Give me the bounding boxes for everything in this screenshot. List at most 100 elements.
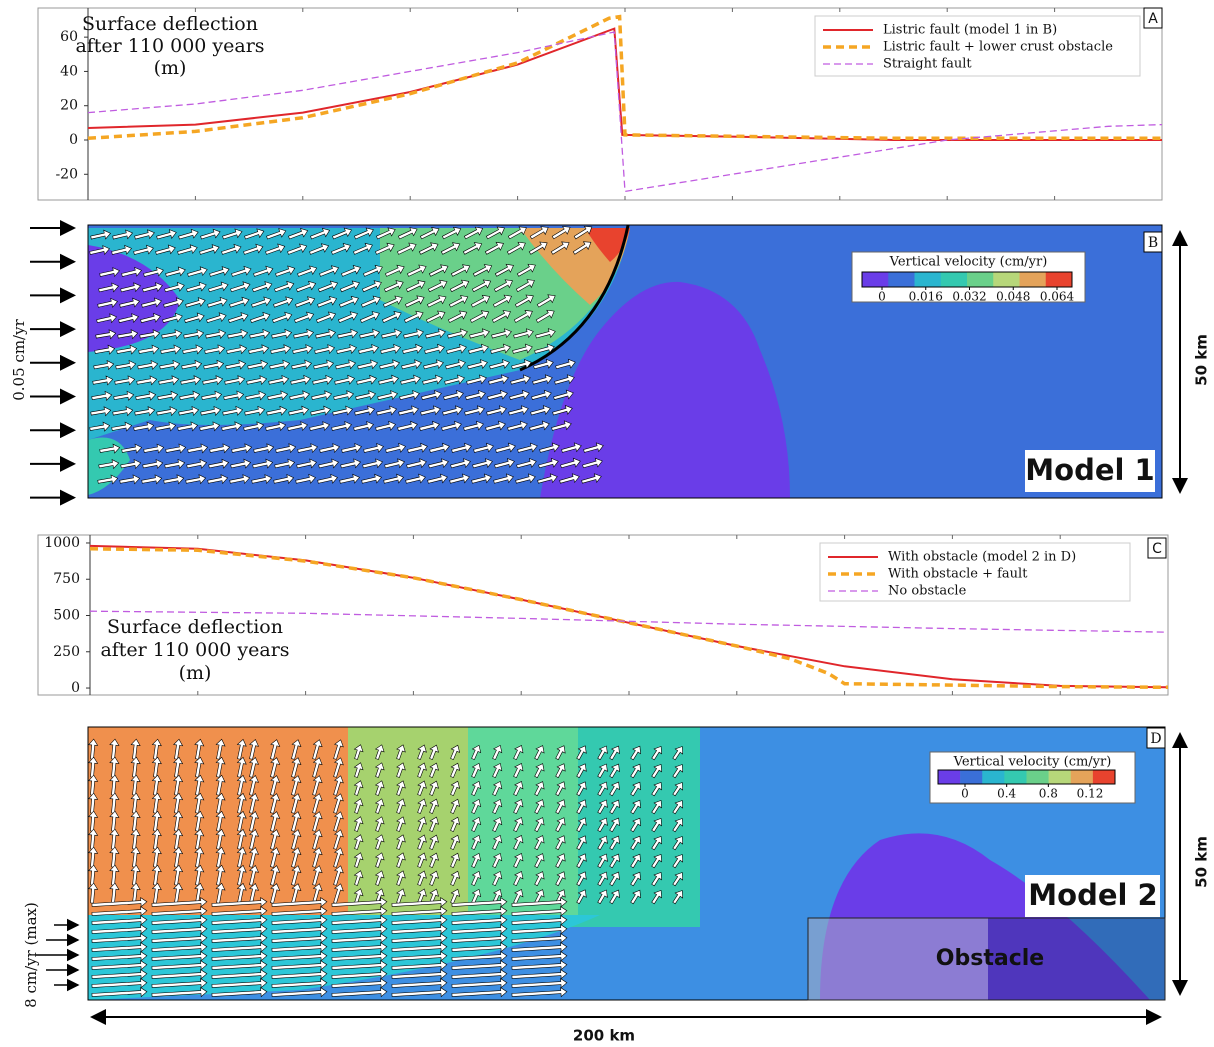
- velocity-arrow: [313, 359, 334, 370]
- velocity-arrow: [487, 389, 508, 401]
- velocity-arrow: [314, 344, 335, 355]
- velocity-arrow: [441, 420, 462, 431]
- velocity-arrow: [97, 474, 119, 485]
- velocity-arrow: [535, 328, 556, 339]
- velocity-arrow: [374, 816, 385, 832]
- velocity-arrow: [424, 343, 445, 354]
- velocity-arrow: [528, 241, 548, 255]
- velocity-arrow: [111, 421, 133, 432]
- velocity-arrow: [93, 360, 115, 371]
- velocity-arrow: [510, 374, 531, 385]
- velocity-arrow: [492, 870, 503, 886]
- velocity-arrow: [91, 969, 148, 980]
- velocity-arrow: [109, 756, 120, 778]
- velocity-arrow: [236, 846, 247, 868]
- velocity-arrow: [291, 883, 302, 904]
- velocity-arrow: [396, 798, 406, 814]
- velocity-arrow: [555, 817, 566, 833]
- velocity-arrow: [405, 295, 425, 308]
- velocity-arrow: [391, 906, 448, 917]
- velocity-arrow: [379, 359, 400, 370]
- colorbar-tick-label: 0: [961, 787, 969, 801]
- velocity-arrow: [202, 375, 224, 386]
- velocity-arrow: [130, 810, 141, 832]
- velocity-arrow: [270, 865, 281, 886]
- velocity-arrow: [609, 871, 620, 887]
- velocity-arrow: [353, 744, 364, 760]
- velocity-arrow: [120, 282, 141, 293]
- velocity-arrow: [491, 310, 511, 323]
- velocity-arrow: [249, 865, 260, 886]
- velocity-arrow: [221, 243, 242, 255]
- velocity-arrow: [375, 242, 395, 255]
- velocity-arrow: [531, 389, 552, 400]
- velocity-arrow: [99, 443, 121, 454]
- velocity-arrow: [130, 738, 141, 760]
- velocity-arrow: [310, 405, 331, 416]
- velocity-arrow: [151, 951, 208, 962]
- velocity-arrow: [199, 421, 221, 432]
- velocity-arrow: [672, 890, 684, 905]
- velocity-arrow: [533, 358, 554, 370]
- velocity-arrow: [559, 473, 580, 484]
- velocity-arrow: [203, 359, 225, 370]
- velocity-arrow: [317, 473, 338, 484]
- model-label: Model 1: [1025, 453, 1154, 487]
- velocity-arrow: [583, 442, 604, 453]
- velocity-arrow: [91, 951, 148, 962]
- velocity-arrow: [142, 458, 164, 469]
- velocity-arrow: [537, 473, 558, 484]
- velocity-arrow: [291, 757, 302, 778]
- velocity-arrow: [164, 458, 186, 469]
- depth-label: 50 km: [1193, 334, 1211, 386]
- velocity-arrow: [651, 835, 662, 851]
- velocity-arrow: [356, 374, 377, 385]
- velocity-arrow: [609, 763, 620, 779]
- velocity-arrow: [333, 390, 354, 401]
- velocity-arrow: [429, 870, 439, 886]
- legend-label: With obstacle + fault: [888, 567, 1028, 582]
- velocity-arrow: [376, 227, 396, 240]
- velocity-arrow: [426, 295, 447, 308]
- velocity-arrow: [211, 924, 268, 935]
- velocity-arrow: [130, 846, 141, 868]
- velocity-arrow: [429, 762, 439, 778]
- velocity-arrow: [400, 374, 421, 385]
- inflow-arrows: [30, 220, 80, 992]
- velocity-arrow: [245, 390, 267, 401]
- velocity-arrow: [419, 420, 440, 431]
- velocity-arrow: [215, 774, 226, 796]
- velocity-arrow: [469, 328, 490, 339]
- obstacle-label: Obstacle: [936, 946, 1044, 971]
- velocity-arrow: [451, 987, 508, 998]
- velocity-arrow: [173, 846, 184, 868]
- velocity-arrow: [429, 780, 439, 796]
- velocity-arrow: [215, 828, 226, 850]
- panel-label-box: [1147, 537, 1167, 559]
- velocity-arrow: [358, 343, 379, 354]
- velocity-arrow: [353, 780, 364, 796]
- velocity-arrow: [470, 294, 491, 308]
- velocity-arrow: [331, 924, 388, 935]
- velocity-arrow: [287, 243, 308, 255]
- velocity-arrow: [341, 442, 362, 453]
- plot-frame: [37, 7, 1163, 201]
- legend-box: [814, 15, 1141, 77]
- velocity-arrow: [253, 265, 274, 277]
- colorbar-tick-label: 0.048: [996, 290, 1030, 304]
- velocity-arrow: [151, 915, 208, 926]
- velocity-arrow: [151, 906, 208, 917]
- velocity-arrow: [561, 442, 582, 453]
- velocity-arrow: [194, 792, 205, 814]
- velocity-arrow: [397, 242, 417, 255]
- velocity-arrow: [429, 816, 439, 832]
- velocity-arrow: [472, 458, 493, 469]
- velocity-arrow: [421, 389, 442, 401]
- velocity-arrow: [597, 835, 608, 851]
- colorbar-segment: [938, 770, 961, 784]
- velocity-arrow: [469, 310, 490, 323]
- velocity-arrow: [229, 474, 251, 485]
- velocity-arrow: [333, 847, 344, 868]
- velocity-arrow: [374, 852, 385, 868]
- velocity-arrow: [374, 798, 385, 814]
